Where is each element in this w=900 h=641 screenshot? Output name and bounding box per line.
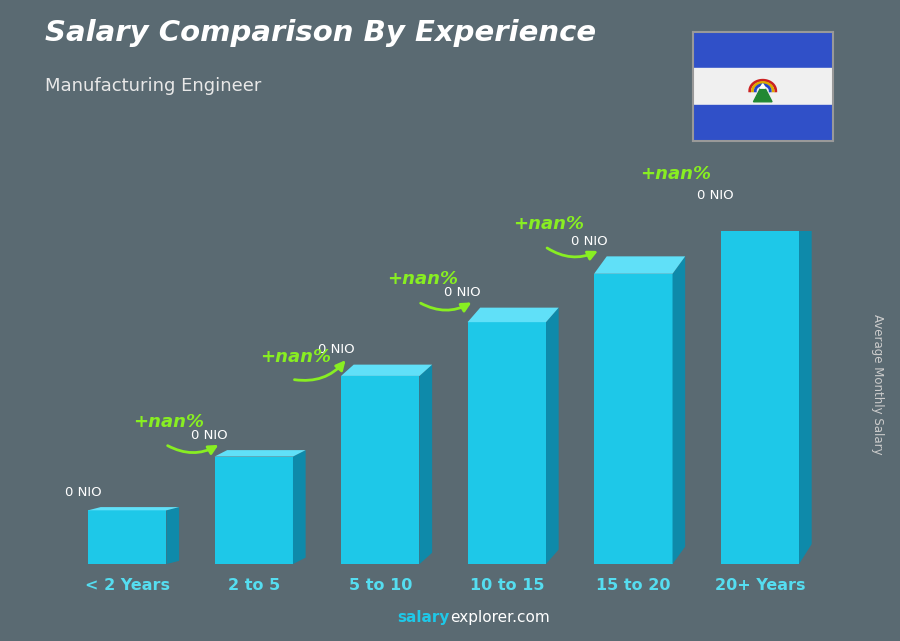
Polygon shape xyxy=(468,322,546,564)
Polygon shape xyxy=(546,308,559,564)
Text: 0 NIO: 0 NIO xyxy=(65,486,102,499)
Polygon shape xyxy=(721,231,799,564)
Text: +nan%: +nan% xyxy=(640,165,711,183)
Polygon shape xyxy=(760,84,766,88)
Polygon shape xyxy=(166,507,179,564)
Text: 0 NIO: 0 NIO xyxy=(571,235,608,248)
Text: +nan%: +nan% xyxy=(387,271,457,288)
Text: 0 NIO: 0 NIO xyxy=(318,344,355,356)
Bar xyxy=(693,69,832,104)
Polygon shape xyxy=(88,510,166,564)
Polygon shape xyxy=(672,256,685,564)
Text: +nan%: +nan% xyxy=(260,348,331,366)
Text: Salary Comparison By Experience: Salary Comparison By Experience xyxy=(45,19,596,47)
Text: Average Monthly Salary: Average Monthly Salary xyxy=(871,314,884,455)
Text: 0 NIO: 0 NIO xyxy=(191,429,228,442)
Polygon shape xyxy=(341,365,432,376)
Text: explorer.com: explorer.com xyxy=(450,610,550,625)
Text: +nan%: +nan% xyxy=(513,215,584,233)
Polygon shape xyxy=(594,256,685,274)
Polygon shape xyxy=(214,456,293,564)
Polygon shape xyxy=(799,211,812,564)
Text: salary: salary xyxy=(398,610,450,625)
Polygon shape xyxy=(88,507,179,510)
Text: 0 NIO: 0 NIO xyxy=(698,190,733,203)
Polygon shape xyxy=(753,84,772,102)
Text: Manufacturing Engineer: Manufacturing Engineer xyxy=(45,77,261,95)
Polygon shape xyxy=(594,274,672,564)
Polygon shape xyxy=(293,450,306,564)
Polygon shape xyxy=(721,211,812,231)
Bar xyxy=(693,32,832,69)
Polygon shape xyxy=(341,376,419,564)
Polygon shape xyxy=(468,308,559,322)
Polygon shape xyxy=(419,365,432,564)
Text: +nan%: +nan% xyxy=(133,413,204,431)
Polygon shape xyxy=(214,450,306,456)
Bar xyxy=(693,104,832,141)
Text: 0 NIO: 0 NIO xyxy=(445,287,481,299)
